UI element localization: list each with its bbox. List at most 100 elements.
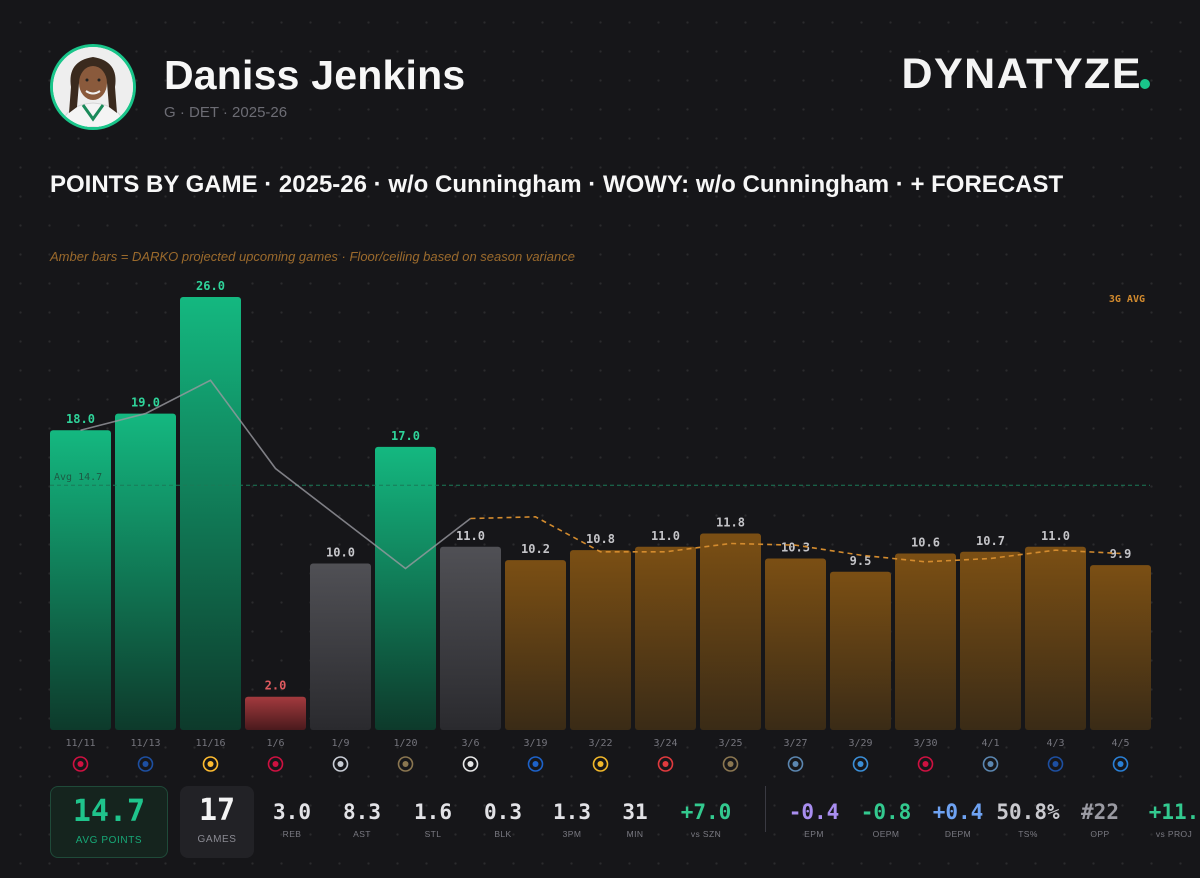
player-avatar	[50, 44, 136, 130]
stat-label: EPM	[804, 829, 824, 839]
thunder-logo-icon	[852, 756, 869, 772]
bar-value-label: 2.0	[265, 679, 287, 693]
x-tick-label: 3/30	[913, 738, 937, 749]
bar-value-label: 10.7	[976, 534, 1005, 548]
stat-label: 3PM	[562, 829, 582, 839]
bar-3/24	[635, 546, 696, 730]
bar-3/30	[895, 553, 956, 730]
pelicans-logo-icon	[722, 756, 739, 772]
bar-1/9	[310, 563, 371, 730]
stat-ast: 8.3 AST	[343, 800, 381, 839]
stat-value: 1.6	[414, 800, 452, 824]
76ers-logo-icon	[137, 756, 154, 772]
games-label: GAMES	[197, 834, 237, 845]
stat-label: REB	[282, 829, 302, 839]
stat-min: 31 MIN	[622, 800, 647, 839]
stat-vs-proj: +11. vs PROJ	[1149, 800, 1200, 839]
pacers-logo-icon	[202, 756, 219, 772]
x-tick-label: 3/22	[588, 738, 612, 749]
x-tick-label: 3/27	[783, 738, 807, 749]
x-tick-label: 11/11	[65, 738, 95, 749]
stat-value: -0.4	[788, 800, 840, 824]
stat-label: vs PROJ	[1155, 829, 1193, 839]
stat-label: TS%	[1018, 829, 1038, 839]
player-meta: G · DET · 2025-26	[164, 104, 288, 121]
bar-3/27	[765, 558, 826, 730]
bar-value-label: 10.3	[781, 540, 810, 554]
bar-3/6	[440, 546, 501, 730]
stat-reb: 3.0 REB	[273, 800, 311, 839]
bar-value-label: 26.0	[196, 279, 225, 293]
bar-4/5	[1090, 565, 1151, 730]
stat-label: DEPM	[944, 829, 972, 839]
magic-logo-icon	[1112, 756, 1129, 772]
stat-label: STL	[424, 829, 442, 839]
bar-3/25	[700, 533, 761, 730]
bar-value-label: 10.8	[586, 532, 615, 546]
stat-value: 1.3	[553, 800, 591, 824]
stat-vs-szn: +7.0 vs SZN	[681, 800, 732, 839]
stat-3pm: 1.3 3PM	[553, 800, 591, 839]
stat-value: 50.8%	[996, 800, 1060, 824]
rolling-avg-legend: 3G AVG	[1109, 294, 1145, 305]
bar-11/13	[115, 413, 176, 730]
nets-logo-icon	[462, 756, 479, 772]
bar-value-label: 9.9	[1110, 547, 1132, 561]
pelicans-logo-icon	[397, 756, 414, 772]
chart-title: POINTS BY GAME · 2025-26 · w/o Cunningha…	[50, 171, 1064, 198]
x-tick-label: 3/25	[718, 738, 742, 749]
x-tick-label: 11/13	[130, 738, 160, 749]
player-photo-icon	[53, 47, 133, 127]
bar-value-label: 9.5	[850, 554, 872, 568]
stat-stl: 1.6 STL	[414, 800, 452, 839]
bar-3/19	[505, 560, 566, 730]
x-tick-label: 3/24	[653, 738, 677, 749]
stat-value: +7.0	[680, 800, 732, 824]
player-name: Daniss Jenkins	[164, 52, 466, 98]
bar-1/6	[245, 696, 306, 730]
stat-epm: -0.4 EPM	[789, 800, 840, 839]
stat-value: 3.0	[273, 800, 311, 824]
avg-points-card: 14.7 AVG POINTS	[50, 786, 168, 858]
stat-label: OPP	[1090, 829, 1110, 839]
bulls-logo-icon	[72, 756, 89, 772]
stats-divider	[765, 786, 766, 832]
brand-logo: DYNATYZE	[901, 50, 1142, 98]
forecast-rolling-line	[470, 516, 1121, 563]
bar-4/1	[960, 551, 1021, 730]
stat-value: 8.3	[343, 800, 381, 824]
games-card: 17 GAMES	[180, 786, 254, 858]
x-tick-label: 3/6	[461, 738, 479, 749]
x-tick-label: 3/29	[848, 738, 872, 749]
76ers-logo-icon	[1047, 756, 1064, 772]
x-tick-label: 3/19	[523, 738, 547, 749]
bar-4/3	[1025, 546, 1086, 730]
x-tick-label: 1/6	[266, 738, 284, 749]
bulls-logo-icon	[267, 756, 284, 772]
stat-value: 31	[622, 800, 648, 824]
raptors-logo-icon	[917, 756, 934, 772]
lakers-logo-icon	[592, 756, 609, 772]
bar-value-label: 19.0	[131, 396, 160, 410]
stat-value: 0.3	[484, 800, 522, 824]
bar-1/20	[375, 446, 436, 730]
avg-points-label: AVG POINTS	[75, 835, 143, 846]
stat-ts-: 50.8% TS%	[996, 800, 1059, 839]
x-tick-label: 4/5	[1111, 738, 1129, 749]
bar-value-label: 10.0	[326, 545, 355, 559]
avg-points-value: 14.7	[72, 794, 146, 829]
rolling-avg-line	[80, 379, 471, 570]
bar-value-label: 11.0	[1041, 529, 1070, 543]
bar-value-label: 11.8	[716, 515, 745, 529]
stat-value: #22	[1081, 800, 1119, 824]
stat-label: vs SZN	[690, 829, 722, 839]
points-bar-chart: 18.0 19.0 26.0 2.0 10.0 17.0 11.0 10.2 10.8 11.0 1…	[50, 279, 1151, 772]
chart-subtitle: Amber bars = DARKO projected upcoming ga…	[50, 249, 575, 264]
stat-label: BLK	[494, 829, 512, 839]
bar-value-label: 11.0	[651, 529, 680, 543]
stat-value: +11.	[1148, 800, 1200, 824]
hawks-logo-icon	[657, 756, 674, 772]
x-tick-label: 4/1	[981, 738, 999, 749]
stat-depm: +0.4 DEPM	[933, 800, 984, 839]
bar-3/29	[830, 571, 891, 730]
